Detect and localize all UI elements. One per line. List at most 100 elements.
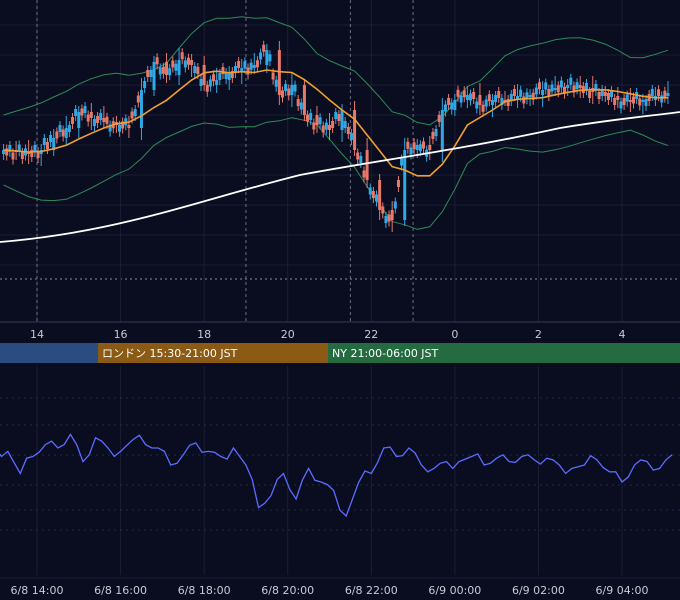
candle-body (240, 68, 244, 72)
candle-body (165, 62, 169, 75)
candle-body (337, 114, 341, 121)
candle-body (443, 104, 447, 112)
candle-body (631, 96, 635, 104)
candle-body (406, 141, 410, 149)
candle-body (606, 93, 610, 100)
top-axis-tick-label: 20 (281, 328, 295, 341)
candle-body (196, 67, 200, 74)
candle-body (525, 92, 529, 100)
candle-body (130, 111, 134, 119)
candle-body (356, 152, 360, 160)
candle-body (193, 66, 197, 73)
candle-body (469, 93, 473, 101)
candle-body (475, 101, 479, 109)
candle-body (494, 95, 498, 102)
top-axis-background (0, 322, 680, 342)
candle-body (431, 132, 435, 139)
candle-body (255, 60, 259, 68)
candle-body (149, 70, 153, 77)
candle-body (434, 129, 438, 136)
candle-body (218, 73, 222, 80)
candle-body (2, 150, 6, 154)
candle-body (296, 99, 300, 106)
candle-body (271, 72, 275, 80)
candle-body (349, 133, 353, 140)
candle-body (233, 66, 237, 73)
candle-body (318, 117, 322, 125)
top-axis-tick-label: 14 (30, 328, 44, 341)
candle-body (613, 98, 617, 105)
candle-body (387, 214, 391, 222)
candle-body (86, 114, 90, 122)
candle-body (334, 112, 338, 119)
candle-body (588, 91, 592, 98)
candle-body (440, 110, 444, 150)
candle-body (641, 100, 645, 102)
candle-body (309, 113, 313, 120)
candle-body (550, 84, 554, 92)
candle-body (531, 92, 535, 100)
candle-body (663, 90, 667, 98)
candle-body (572, 85, 576, 93)
candle-body (487, 94, 491, 102)
candle-body (277, 50, 281, 95)
grid-lines (0, 0, 680, 575)
candle-body (481, 104, 485, 112)
session-segment (0, 343, 98, 363)
candle-body (660, 95, 664, 103)
session-segment (328, 343, 680, 363)
candle-body (89, 112, 93, 118)
candle-body (11, 152, 15, 160)
candle-body (625, 94, 629, 102)
candle-body (302, 85, 306, 115)
candle-body (262, 44, 266, 52)
candle-body (252, 65, 256, 68)
candle-body (246, 67, 250, 75)
candle-body (547, 89, 551, 96)
candle-body (619, 101, 623, 109)
moving-averages (0, 69, 680, 243)
candle-body (133, 109, 137, 116)
top-axis-tick-label: 2 (535, 328, 542, 341)
candle-body (321, 125, 325, 133)
candle-body (459, 95, 463, 103)
candle-body (49, 135, 53, 142)
candle-body (553, 88, 557, 90)
band-upper (3, 16, 669, 126)
candle-body (274, 79, 278, 87)
candle-body (541, 90, 545, 95)
candle-body (516, 96, 520, 100)
bottom-axis-tick-label: 6/9 02:00 (512, 584, 565, 597)
candle-body (594, 84, 598, 91)
candle-body (584, 83, 588, 90)
bottom-axis-tick-label: 6/9 00:00 (428, 584, 481, 597)
candle-body (202, 65, 206, 85)
session-label: ロンドン 15:30-21:00 JST (102, 347, 238, 360)
candle-body (5, 148, 9, 156)
candle-body (418, 144, 422, 152)
candle-body (105, 116, 109, 124)
candle-body (118, 124, 122, 132)
candle-body (478, 95, 482, 105)
candle-body (453, 100, 457, 110)
candle-body (177, 60, 181, 75)
candle-body (42, 138, 46, 145)
top-axis-tick-label: 18 (197, 328, 211, 341)
candle-body (30, 150, 34, 157)
candle-body (519, 89, 523, 97)
top-axis-tick-label: 22 (364, 328, 378, 341)
candle-body (603, 92, 607, 96)
candle-body (155, 57, 159, 65)
candle-body (161, 66, 165, 74)
candle-body (528, 95, 532, 97)
candle-body (45, 142, 49, 149)
ma-slow-line (0, 111, 680, 243)
candle-body (306, 114, 310, 122)
candle-body (287, 88, 291, 96)
candle-body (544, 82, 548, 90)
candle-body (280, 90, 284, 98)
candle-body (497, 91, 501, 98)
candle-body (230, 71, 234, 78)
candle-body (400, 158, 404, 166)
candle-body (393, 201, 397, 209)
